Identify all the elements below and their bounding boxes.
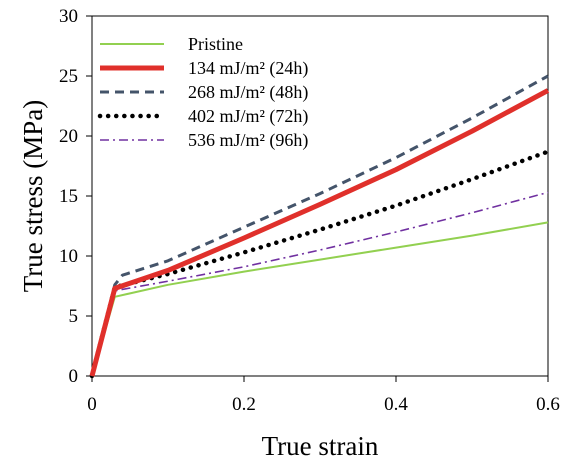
plot-area [91,15,549,377]
x-tick-label: 0 [87,394,97,415]
series-line-3 [89,149,551,379]
y-tick-label: 5 [69,306,79,327]
y-tick-label: 30 [59,6,78,27]
series-line-0 [91,221,549,377]
legend-label: Pristine [188,34,243,54]
y-tick-label: 25 [59,66,78,87]
y-tick-label: 10 [59,246,78,267]
legend-label: 402 mJ/m² (72h) [188,106,308,127]
legend: Pristine 134 mJ/m² (24h) 268 mJ/m² (48h) 40… [97,34,308,151]
y-axis-ticks: 0 5 10 15 20 25 30 [59,6,92,387]
legend-label: 536 mJ/m² (96h) [188,130,308,151]
series-line-2 [90,74,549,377]
y-axis-title: True stress (MPa) [18,100,48,293]
x-tick-label: 0.4 [384,394,408,415]
series-line-1 [89,88,550,377]
series-line-4 [91,191,549,377]
y-tick-label: 15 [59,186,78,207]
y-tick-label: 20 [59,126,78,147]
x-axis-title: True strain [262,431,379,461]
x-tick-label: 0.6 [536,394,560,415]
series-layer [89,74,551,379]
legend-label: 134 mJ/m² (24h) [188,58,308,79]
x-axis-ticks: 0 0.2 0.4 0.6 [87,376,560,415]
x-tick-label: 0.2 [232,394,256,415]
legend-label: 268 mJ/m² (48h) [188,82,308,103]
y-tick-label: 0 [69,366,79,387]
